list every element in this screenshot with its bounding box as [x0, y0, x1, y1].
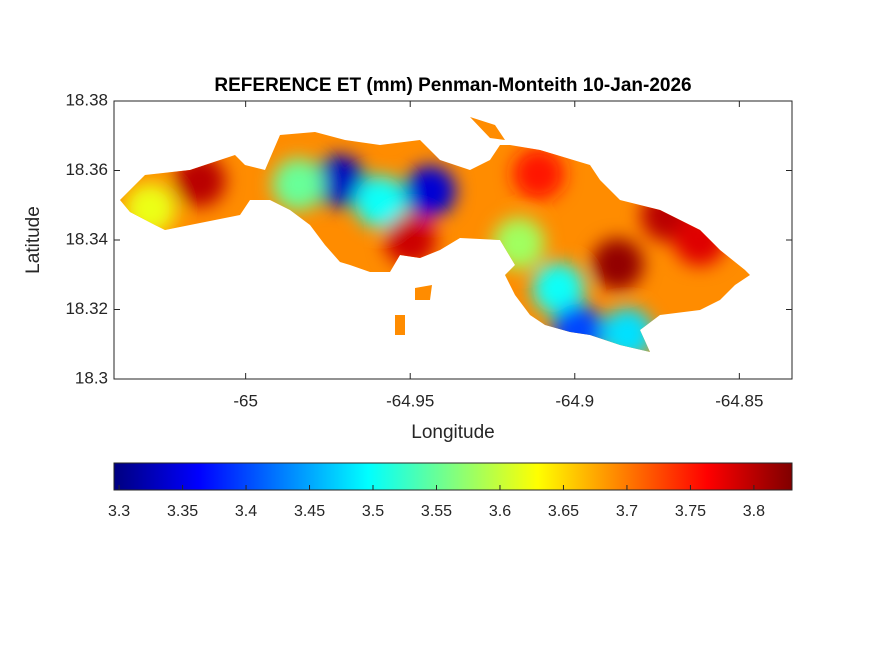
- colorbar-tick-label: 3.45: [294, 503, 325, 520]
- hotspot: [512, 147, 565, 200]
- colorbar-tick-label: 3.3: [108, 503, 130, 520]
- hotspots: [124, 147, 726, 352]
- y-tick-label: 18.34: [65, 229, 108, 248]
- hotspot: [384, 214, 437, 266]
- hotspot: [313, 154, 366, 207]
- x-axis-label: Longitude: [411, 422, 494, 443]
- x-tick-label: -64.9: [555, 391, 594, 410]
- y-axis-label: Latitude: [23, 206, 44, 274]
- hotspot: [591, 238, 644, 291]
- y-tick-label: 18.32: [65, 299, 108, 318]
- hotspot: [403, 165, 456, 218]
- colorbar: [113, 462, 793, 491]
- chart-title: REFERENCE ET (mm) Penman-Monteith 10-Jan…: [214, 75, 691, 96]
- hotspot: [272, 158, 325, 211]
- y-tick-label: 18.36: [65, 160, 108, 179]
- x-tick-label: -65: [233, 391, 258, 410]
- colorbar-tick-label: 3.55: [421, 503, 452, 520]
- colorbar-tick-label: 3.8: [743, 503, 765, 520]
- x-tick-label: -64.85: [715, 391, 763, 410]
- colorbar-tick-label: 3.5: [362, 503, 384, 520]
- colorbar-tick-label: 3.75: [675, 503, 706, 520]
- y-tick-label: 18.38: [65, 90, 108, 109]
- colorbar-tick-label: 3.65: [548, 503, 579, 520]
- colorbar-tick-label: 3.7: [616, 503, 638, 520]
- colorbar-tick-label: 3.35: [167, 503, 198, 520]
- hotspot: [532, 262, 585, 315]
- x-tick-label: -64.95: [386, 391, 434, 410]
- colorbar-tick-label: 3.4: [235, 503, 257, 520]
- colorbar-tick-label: 3.6: [489, 503, 511, 520]
- y-tick-label: 18.3: [75, 368, 108, 387]
- hotspot: [354, 175, 407, 228]
